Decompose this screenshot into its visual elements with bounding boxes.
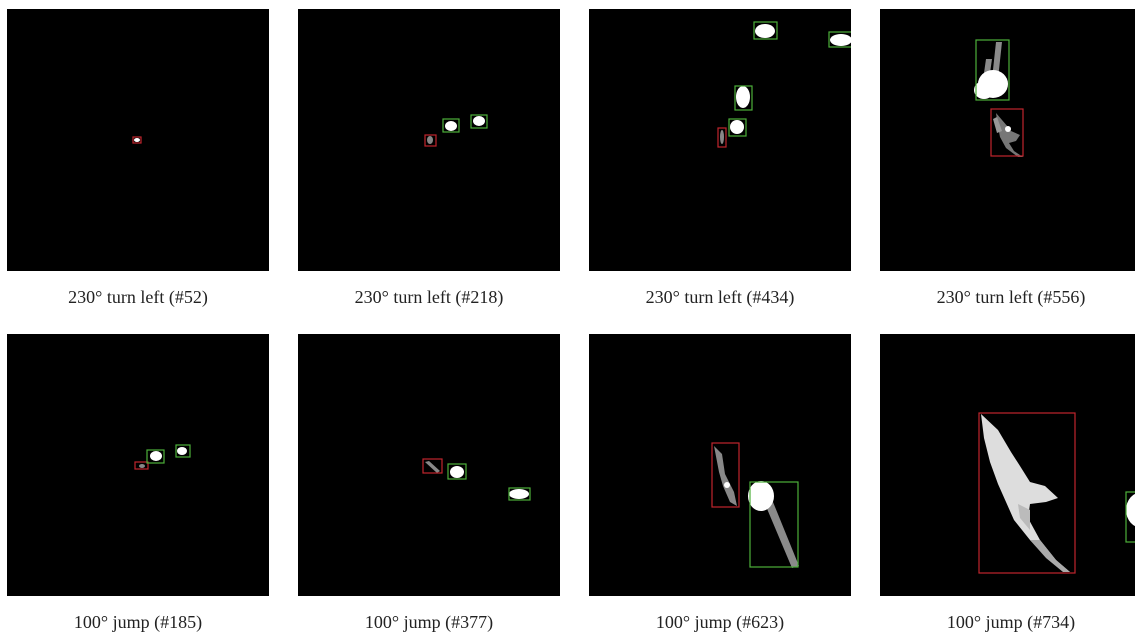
panel-caption: 100° jump (#623): [655, 612, 785, 632]
target-box: [990, 108, 1024, 157]
target-box: [978, 412, 1076, 574]
panel-caption: 230° turn left (#218): [354, 287, 504, 307]
panel-caption: 100° jump (#734): [946, 612, 1076, 632]
panel-caption: 230° turn left (#434): [645, 287, 795, 307]
other-box: [470, 114, 488, 129]
other-box: [442, 118, 460, 133]
other-box: [828, 31, 851, 48]
frame-image: [880, 9, 1135, 271]
frame-image: [589, 334, 851, 596]
panel-caption: 100° jump (#185): [73, 612, 203, 632]
other-box: [749, 481, 799, 568]
other-box: [508, 487, 531, 501]
other-box: [1125, 491, 1135, 543]
panel-caption: 100° jump (#377): [364, 612, 494, 632]
target-box: [132, 136, 142, 144]
other-box: [447, 463, 467, 480]
other-box: [728, 118, 747, 137]
other-box: [175, 444, 191, 458]
frame-image: [298, 9, 560, 271]
other-box: [753, 21, 778, 40]
frame-image: [589, 9, 851, 271]
frame-image: [7, 9, 269, 271]
target-box: [422, 458, 443, 474]
target-box: [717, 127, 727, 148]
frame-image: [880, 334, 1135, 596]
other-box: [146, 449, 165, 464]
frame-image: [298, 334, 560, 596]
target-box: [134, 461, 149, 470]
panel-caption: 230° turn left (#556): [936, 287, 1086, 307]
other-box: [734, 85, 753, 111]
panel-caption: 230° turn left (#52): [68, 287, 208, 307]
frame-image: [7, 334, 269, 596]
other-box: [975, 39, 1010, 101]
target-box: [424, 134, 437, 147]
target-box: [711, 442, 740, 508]
